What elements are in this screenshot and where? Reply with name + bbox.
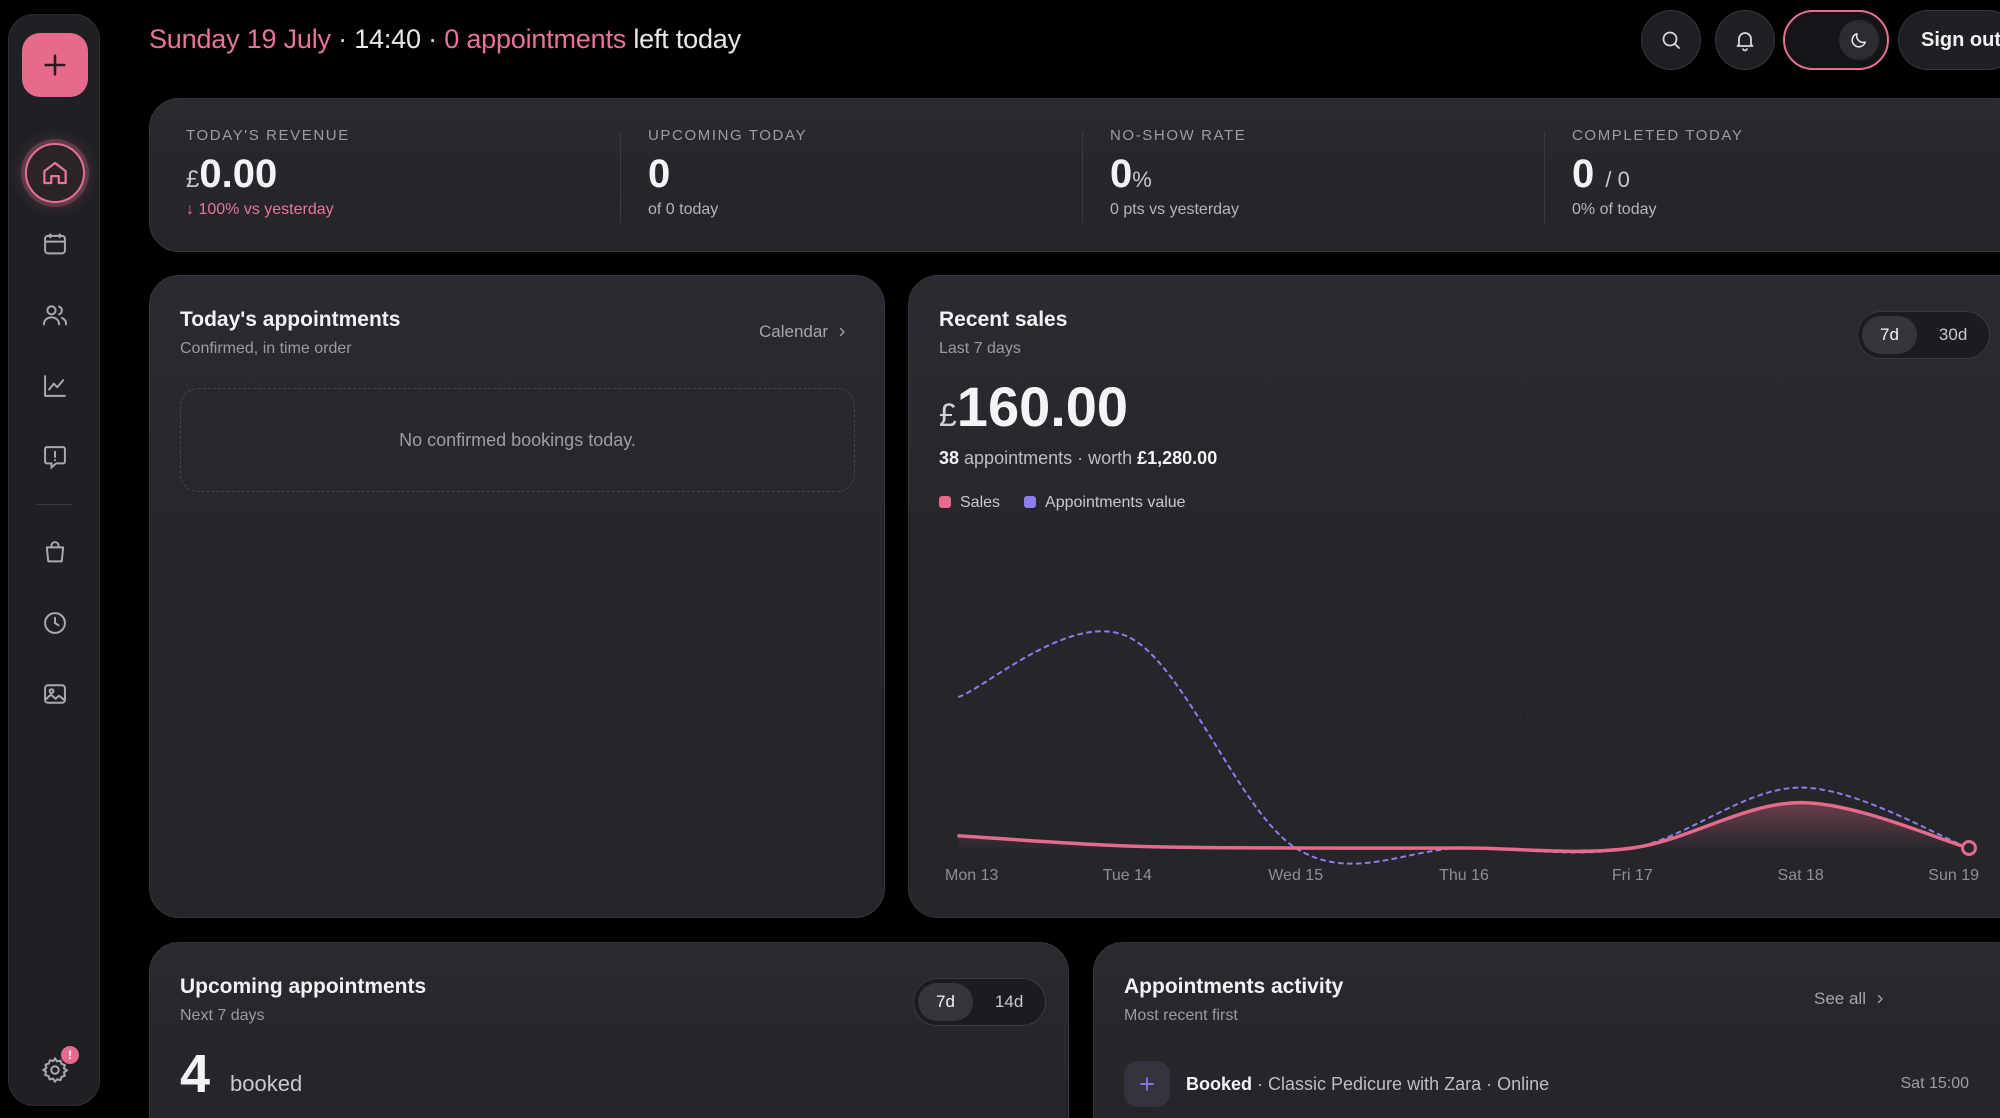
header-time: 14:40 (354, 24, 421, 54)
stats-card: TODAY'S REVENUE £0.00 ↓ 100% vs yesterda… (149, 98, 2000, 252)
image-icon (44, 684, 66, 704)
add-button[interactable] (22, 33, 88, 97)
card-subtitle: Last 7 days (939, 340, 1021, 357)
nav-gallery[interactable] (25, 664, 85, 724)
line-chart-icon (44, 375, 66, 397)
sidebar: ! (8, 14, 100, 1106)
see-all-link[interactable]: See all (1814, 989, 1886, 1009)
header-summary: Sunday 19 July · 14:40 · 0 appointments … (149, 24, 741, 54)
home-icon (43, 161, 67, 185)
settings-alert-badge: ! (61, 1046, 79, 1064)
range-14d[interactable]: 14d (994, 992, 1024, 1011)
sales-meta: 38 appointments · worth £1,280.00 (939, 448, 1218, 468)
notifications-button[interactable] (1715, 10, 1775, 70)
upcoming-appointments-card: Upcoming appointments Next 7 days 7d 14d… (149, 942, 1069, 1118)
recent-sales-card: Recent sales Last 7 days 7d 30d £160.00 … (908, 275, 2000, 918)
stat-completed: COMPLETED TODAY 0 / 0 0% of today (1572, 127, 1744, 218)
header-date: Sunday 19 July (149, 24, 331, 54)
sales-endpoint[interactable] (1961, 840, 1977, 856)
booked-count: 4 (180, 1044, 211, 1104)
x-tick-label: Wed 15 (1268, 867, 1323, 884)
sign-out-button[interactable]: Sign out (1898, 10, 2000, 70)
search-icon (1662, 31, 1680, 49)
bell-icon (1736, 32, 1754, 52)
calendar-link[interactable]: Calendar (759, 322, 848, 342)
chart-legend: Sales Appointments value (939, 494, 1186, 512)
card-title: Recent sales (939, 308, 1068, 331)
sales-range-toggle: 7d 30d (1857, 311, 1991, 359)
alert-square-icon (44, 446, 66, 470)
card-title: Appointments activity (1124, 975, 1344, 998)
x-tick-label: Tue 14 (1103, 867, 1152, 884)
range-7d[interactable]: 7d (918, 983, 973, 1021)
gear-icon (41, 1056, 69, 1084)
upcoming-range-toggle: 7d 14d (913, 978, 1047, 1026)
theme-knob (1839, 20, 1879, 60)
card-subtitle: Confirmed, in time order (180, 340, 352, 357)
sales-total: £160.00 (939, 375, 1129, 438)
sidebar-divider (37, 504, 73, 505)
legend-appointments-value: Appointments value (1024, 494, 1186, 512)
nav-reports[interactable] (25, 356, 85, 416)
card-subtitle: Next 7 days (180, 1007, 265, 1024)
x-tick-label: Thu 16 (1439, 867, 1489, 884)
series-area-sales (959, 802, 1969, 852)
nav-alerts[interactable] (25, 427, 85, 487)
plus-icon (1140, 1077, 1154, 1091)
chevron-right-icon (839, 327, 845, 337)
appointments-activity-card: Appointments activity Most recent first … (1093, 942, 2000, 1118)
x-tick-label: Sun 19 (1928, 867, 1979, 884)
legend-sales: Sales (939, 494, 1000, 512)
clock-icon (44, 612, 66, 634)
nav-home[interactable] (25, 143, 85, 203)
theme-toggle[interactable] (1783, 10, 1889, 70)
calendar-icon (44, 233, 66, 255)
x-tick-label: Mon 13 (945, 867, 998, 884)
users-icon (42, 305, 68, 326)
nav-calendar[interactable] (25, 214, 85, 274)
header-appointments-count: 0 appointments (444, 24, 627, 54)
nav-clients[interactable] (25, 285, 85, 345)
booked-label: booked (230, 1071, 303, 1096)
stat-no-show: NO-SHOW RATE 0% 0 pts vs yesterday (1110, 127, 1247, 218)
nav-history[interactable] (25, 593, 85, 653)
sales-chart: Mon 13 Tue 14 Wed 15 Thu 16 Fri 17 Sat 18 Sun … (945, 630, 1979, 884)
search-button[interactable] (1641, 10, 1701, 70)
x-tick-label: Fri 17 (1612, 867, 1653, 884)
nav-settings[interactable]: ! (25, 1040, 85, 1100)
card-title: Upcoming appointments (180, 975, 427, 998)
empty-state: No confirmed bookings today. (180, 388, 855, 492)
plus-icon (44, 54, 66, 76)
nav-products[interactable] (25, 522, 85, 582)
activity-icon (1124, 1061, 1170, 1107)
x-tick-label: Sat 18 (1778, 867, 1824, 884)
chevron-right-icon (1877, 994, 1883, 1004)
range-30d[interactable]: 30d (1938, 325, 1968, 344)
stat-revenue: TODAY'S REVENUE £0.00 ↓ 100% vs yesterda… (186, 127, 350, 218)
moon-icon (1851, 33, 1866, 48)
range-7d[interactable]: 7d (1862, 316, 1917, 354)
activity-time: Sat 15:00 (1900, 1075, 1970, 1092)
card-title: Today's appointments (180, 308, 401, 331)
card-subtitle: Most recent first (1124, 1007, 1238, 1024)
todays-appointments-card: Today's appointments Confirmed, in time … (149, 275, 885, 918)
series-line-sales (957, 800, 1971, 854)
shopping-bag-icon (45, 541, 65, 563)
stat-upcoming: UPCOMING TODAY 0 of 0 today (648, 127, 808, 218)
activity-item[interactable]: Booked · Classic Pedicure with Zara · On… (1124, 1061, 1969, 1107)
